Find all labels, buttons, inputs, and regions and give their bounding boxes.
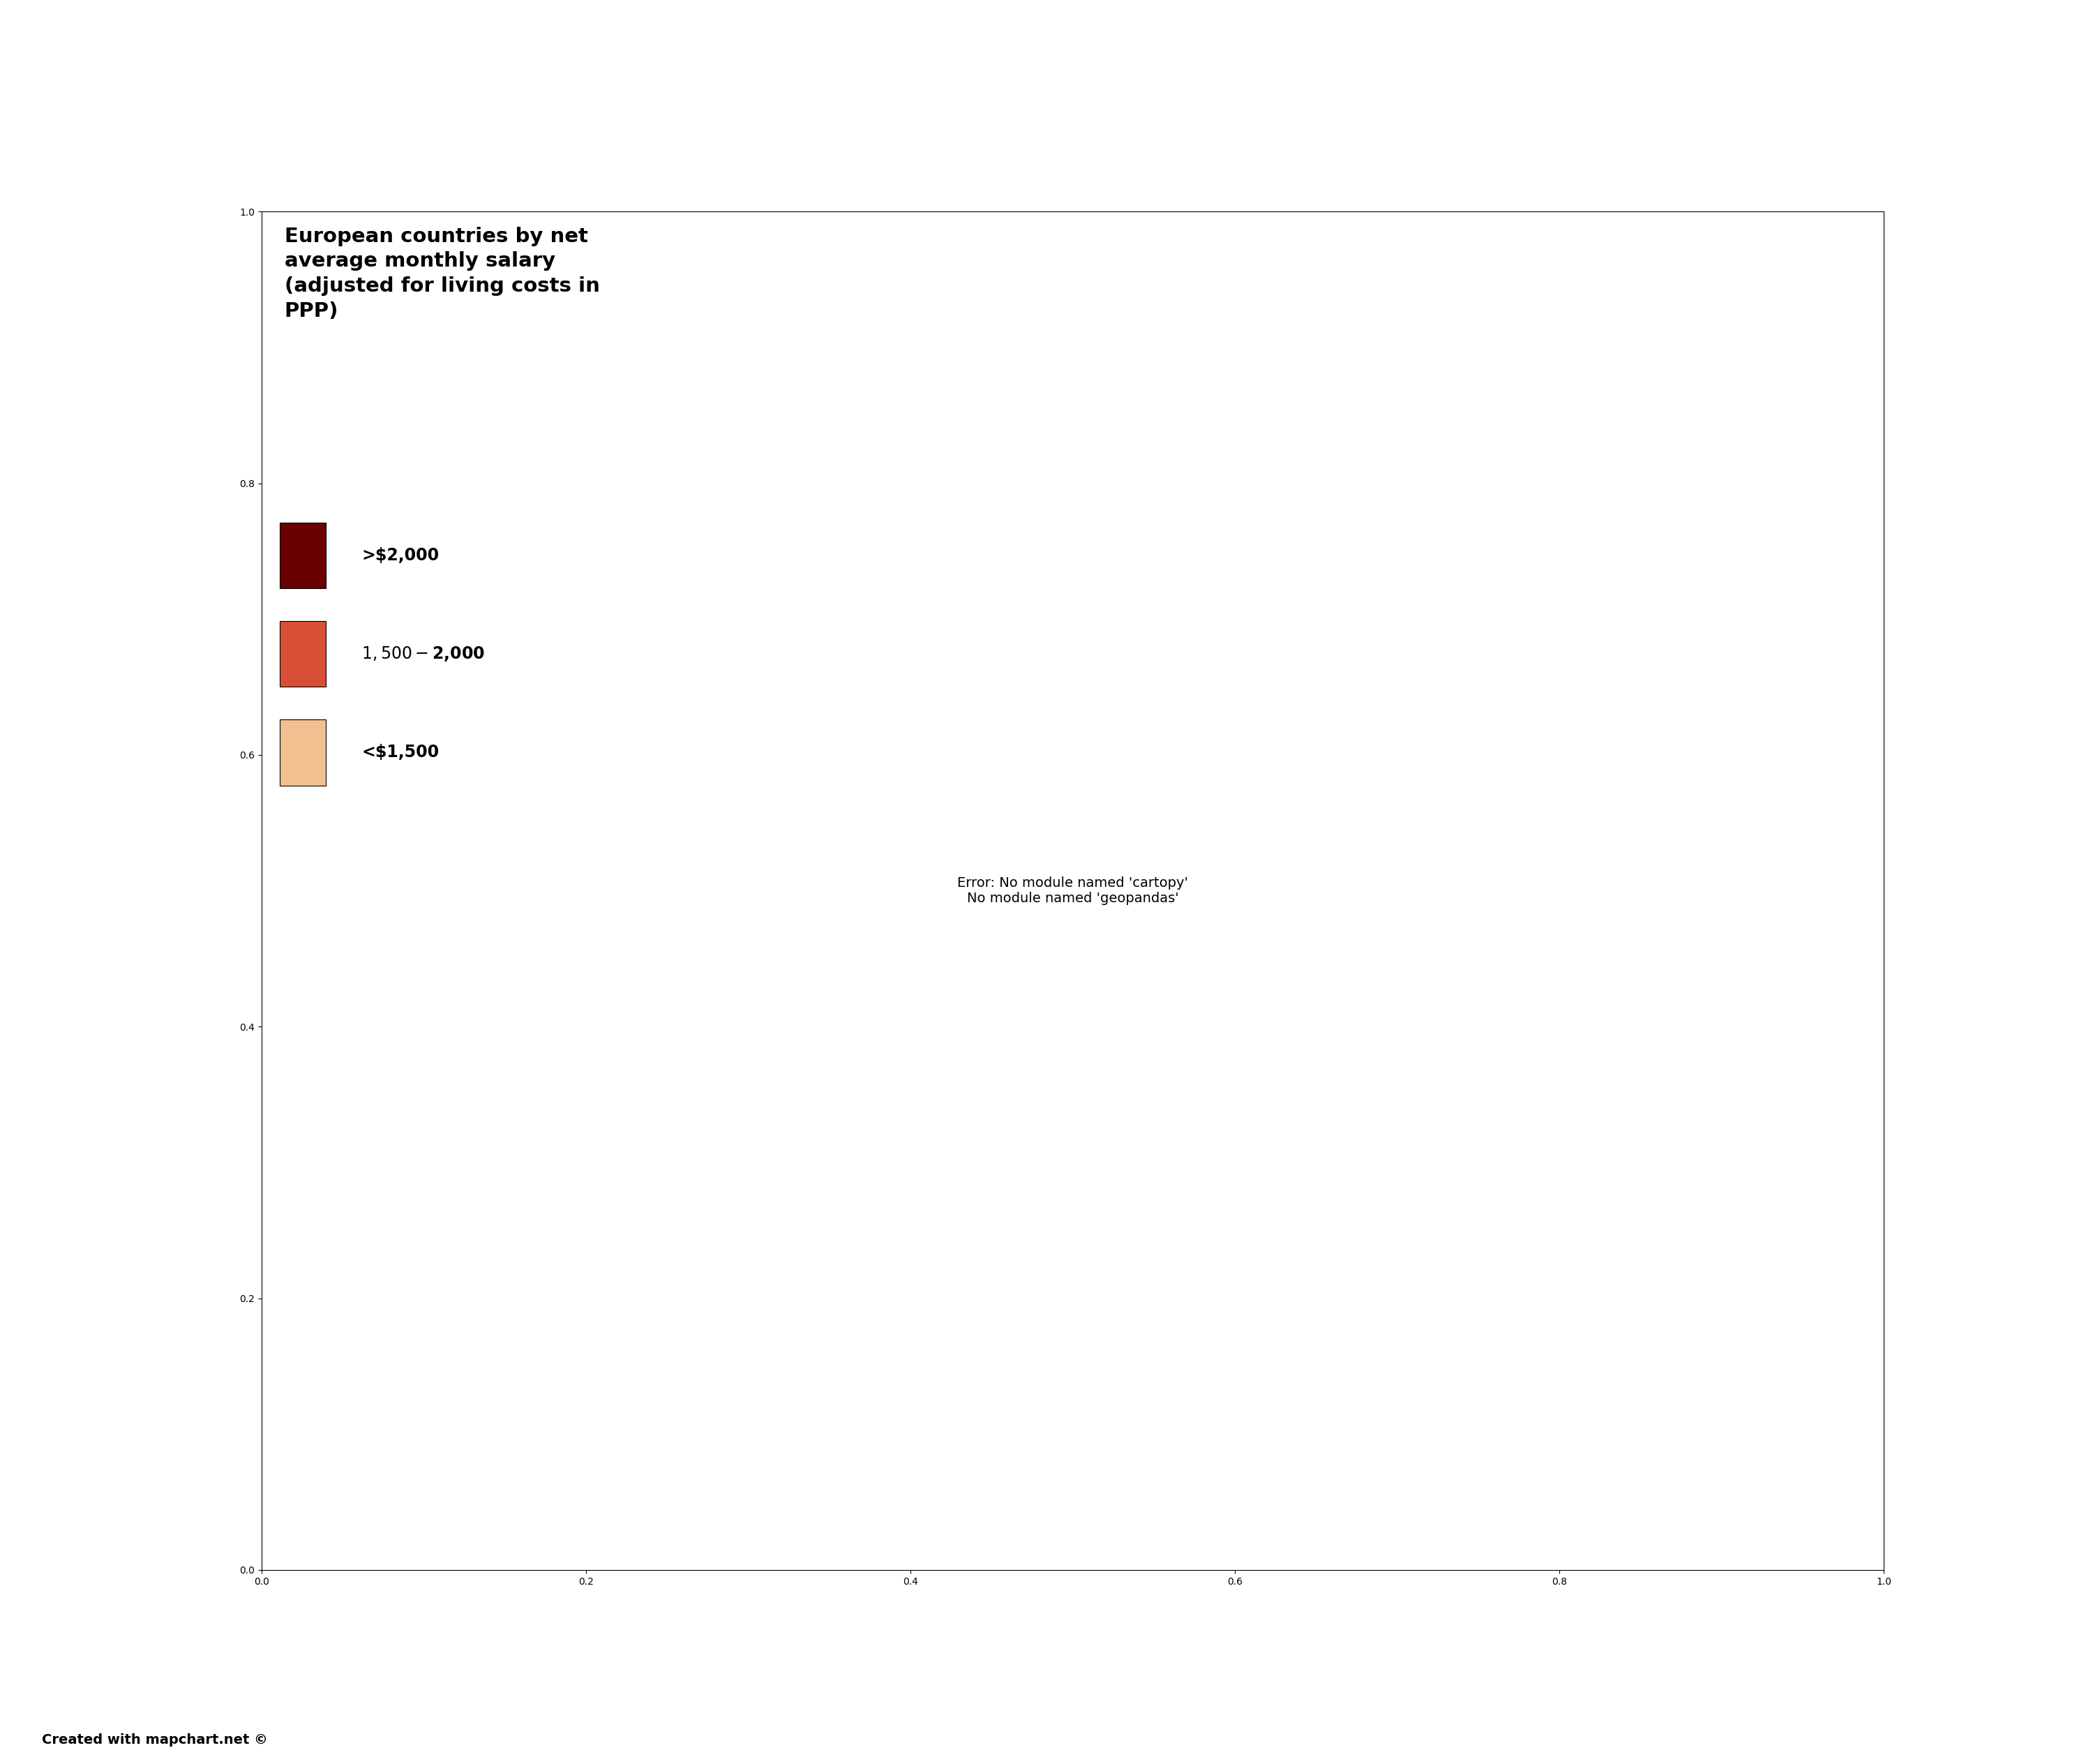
- Text: Created with mapchart.net ©: Created with mapchart.net ©: [42, 1732, 268, 1746]
- Text: Error: No module named 'cartopy'
No module named 'geopandas': Error: No module named 'cartopy' No modu…: [957, 877, 1189, 905]
